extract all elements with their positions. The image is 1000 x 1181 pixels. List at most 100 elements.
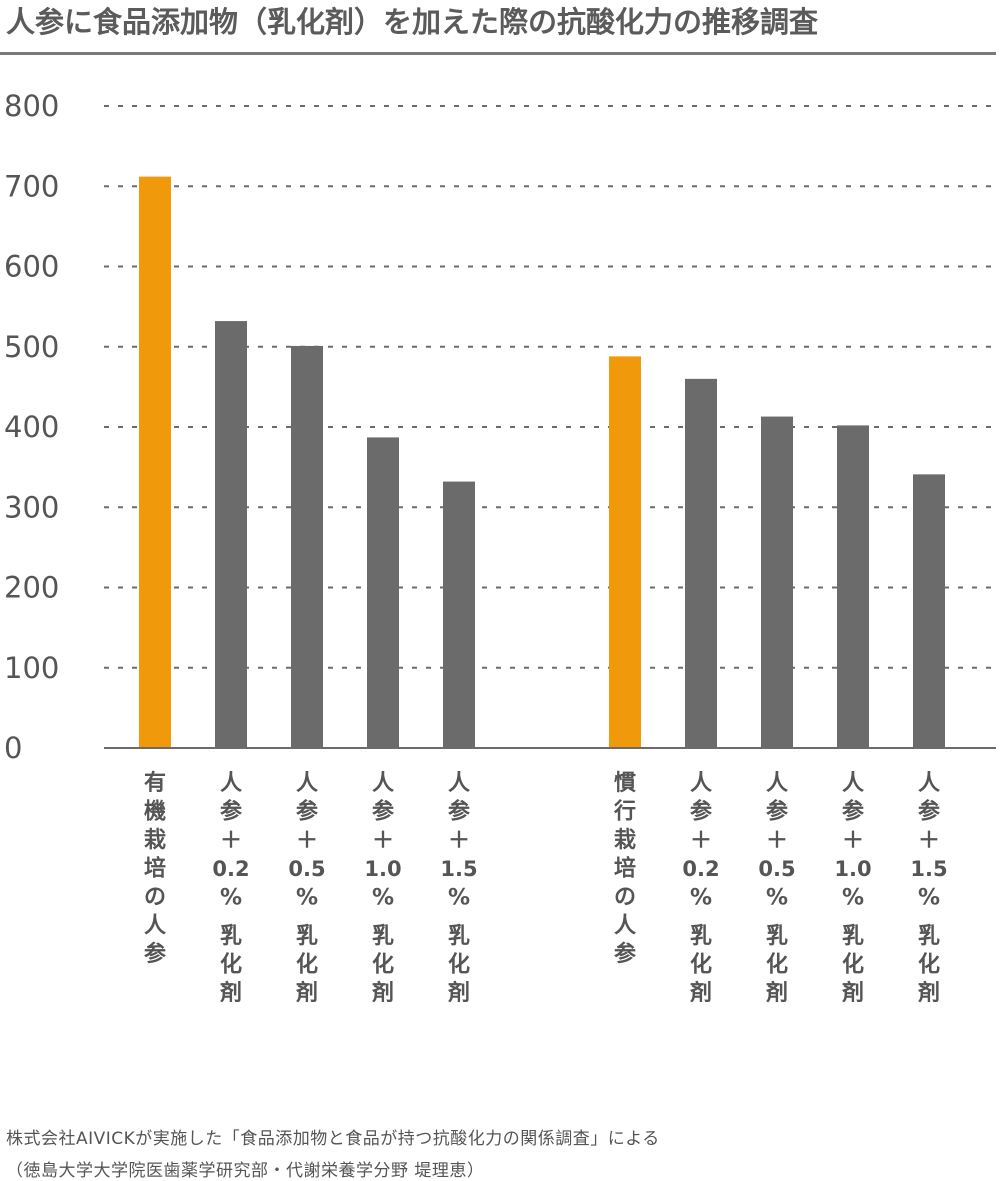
svg-text:0.5: 0.5 (758, 857, 795, 881)
svg-text:行: 行 (613, 799, 636, 825)
svg-text:人: 人 (614, 914, 636, 939)
svg-text:%: % (220, 886, 242, 911)
x-axis-labels: 有機栽培の人参人参＋0.2%乳化剤人参＋0.5%乳化剤人参＋1.0%乳化剤人参＋… (144, 770, 948, 1006)
svg-text:剤: 剤 (219, 980, 242, 1006)
bar (685, 378, 717, 748)
title-underline (0, 52, 996, 55)
svg-text:参: 参 (220, 799, 242, 825)
svg-text:1.5: 1.5 (910, 857, 947, 881)
svg-text:人: 人 (448, 771, 470, 796)
svg-text:1.0: 1.0 (364, 857, 401, 881)
svg-text:＋: ＋ (766, 829, 788, 854)
svg-text:＋: ＋ (918, 829, 940, 854)
svg-text:剤: 剤 (689, 980, 712, 1006)
svg-text:＋: ＋ (690, 829, 712, 854)
svg-text:乳: 乳 (372, 923, 394, 949)
svg-text:培: 培 (144, 856, 166, 882)
svg-text:化: 化 (448, 952, 470, 978)
svg-text:参: 参 (842, 799, 864, 825)
bar (913, 474, 945, 748)
svg-text:人: 人 (690, 771, 712, 796)
svg-text:化: 化 (842, 952, 864, 978)
y-axis-ticks: 0 100 200 300 400 500 600 700 800 (4, 89, 59, 765)
bars (139, 176, 945, 748)
svg-text:参: 参 (690, 799, 712, 825)
svg-text:剤: 剤 (841, 980, 864, 1006)
svg-text:の: の (144, 885, 166, 910)
svg-text:＋: ＋ (372, 829, 394, 854)
x-tick-label: 人参 ＋ 0.2% 乳化剤 (682, 771, 719, 1006)
svg-text:参: 参 (372, 799, 394, 825)
svg-text:%: % (296, 886, 318, 911)
y-tick-label: 200 (4, 571, 59, 605)
source-credit-line2: （徳島大学大学院医歯薬学研究部・代謝栄養学分野 堤理恵） (6, 1161, 485, 1181)
bar (609, 356, 641, 748)
svg-text:化: 化 (296, 952, 318, 978)
svg-text:＋: ＋ (296, 829, 318, 854)
svg-text:乳: 乳 (448, 923, 470, 949)
svg-text:参: 参 (144, 941, 166, 967)
svg-text:の: の (614, 885, 636, 910)
svg-text:剤: 剤 (447, 980, 470, 1006)
svg-text:慣: 慣 (614, 770, 636, 796)
chart-title: 人参に食品添加物（乳化剤）を加えた際の抗酸化力の推移調査 (6, 5, 819, 39)
svg-text:化: 化 (766, 952, 788, 978)
svg-text:0.2: 0.2 (682, 857, 719, 881)
bar (837, 425, 869, 748)
svg-text:参: 参 (766, 799, 788, 825)
svg-text:＋: ＋ (842, 829, 864, 854)
svg-text:乳: 乳 (842, 923, 864, 949)
x-tick-label: 人参 ＋ 1.0% 乳化剤 (364, 771, 401, 1006)
svg-text:人: 人 (766, 771, 788, 796)
svg-text:参: 参 (296, 799, 318, 825)
svg-text:化: 化 (372, 952, 394, 978)
svg-text:乳: 乳 (220, 923, 242, 949)
svg-text:化: 化 (220, 952, 242, 978)
svg-text:化: 化 (918, 952, 940, 978)
bar (443, 481, 475, 748)
x-tick-label: 人参 ＋ 1.5% 乳化剤 (440, 771, 477, 1006)
bar (367, 437, 399, 748)
y-tick-label: 400 (4, 410, 59, 444)
svg-text:乳: 乳 (766, 923, 788, 949)
svg-text:%: % (842, 886, 864, 911)
bar (761, 416, 793, 748)
svg-text:乳: 乳 (690, 923, 712, 949)
x-tick-label: 人参 ＋ 0.5% 乳化剤 (288, 771, 325, 1006)
svg-text:栽: 栽 (144, 827, 166, 853)
svg-text:人: 人 (296, 771, 318, 796)
svg-text:参: 参 (918, 799, 940, 825)
svg-text:剤: 剤 (295, 980, 318, 1006)
svg-text:1.0: 1.0 (834, 857, 871, 881)
x-tick-label: 人参 ＋ 0.2% 乳化剤 (212, 771, 249, 1006)
y-tick-label: 100 (4, 651, 59, 685)
y-tick-label: 500 (4, 330, 59, 364)
svg-text:1.5: 1.5 (440, 857, 477, 881)
y-tick-label: 800 (4, 89, 59, 123)
svg-text:栽: 栽 (614, 827, 636, 853)
x-tick-label: 人参 ＋ 1.0% 乳化剤 (834, 771, 871, 1006)
svg-text:剤: 剤 (371, 980, 394, 1006)
svg-text:＋: ＋ (220, 829, 242, 854)
svg-text:剤: 剤 (917, 980, 940, 1006)
svg-text:人: 人 (144, 914, 166, 939)
svg-text:%: % (918, 886, 940, 911)
svg-text:剤: 剤 (765, 980, 788, 1006)
svg-text:参: 参 (448, 799, 470, 825)
svg-text:%: % (448, 886, 470, 911)
bar (291, 345, 323, 748)
bar (139, 176, 171, 748)
svg-text:人: 人 (918, 771, 940, 796)
svg-text:%: % (690, 886, 712, 911)
svg-text:参: 参 (614, 941, 636, 967)
y-tick-label: 700 (4, 169, 59, 203)
svg-text:0.5: 0.5 (288, 857, 325, 881)
svg-text:＋: ＋ (448, 829, 470, 854)
x-tick-label: 人参 ＋ 1.5% 乳化剤 (910, 771, 947, 1006)
svg-text:%: % (372, 886, 394, 911)
y-tick-label: 300 (4, 490, 59, 524)
svg-text:乳: 乳 (918, 923, 940, 949)
y-tick-label: 0 (4, 731, 22, 765)
